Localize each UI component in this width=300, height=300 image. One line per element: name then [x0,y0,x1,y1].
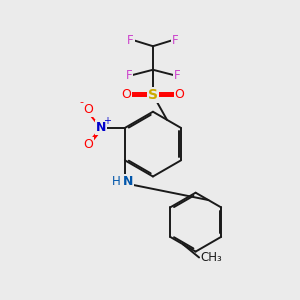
Text: F: F [172,34,179,47]
Text: O: O [83,138,93,151]
Text: O: O [175,88,184,101]
Text: S: S [148,88,158,102]
Text: H: H [112,175,121,188]
Text: N: N [123,175,133,188]
Text: F: F [125,69,132,82]
Text: F: F [127,34,134,47]
Text: F: F [174,69,180,82]
Text: -: - [80,97,84,107]
Text: N: N [96,122,106,134]
Text: CH₃: CH₃ [201,251,222,264]
Text: +: + [103,116,111,126]
Text: O: O [122,88,131,101]
Text: O: O [83,103,93,116]
